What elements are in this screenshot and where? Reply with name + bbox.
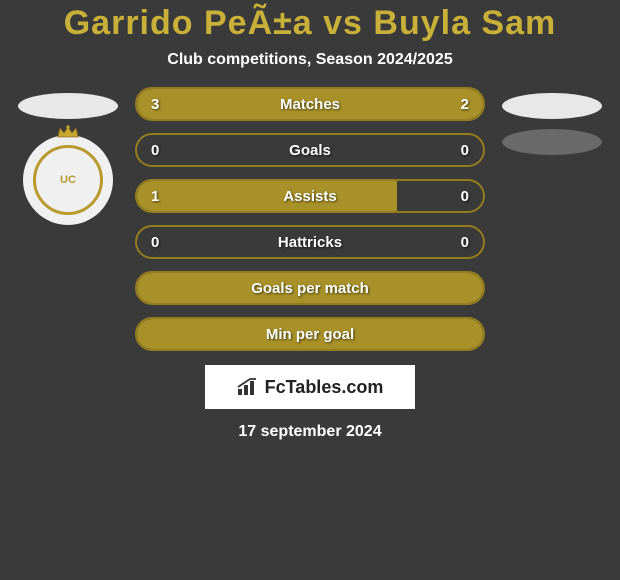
- chart-icon: [237, 378, 259, 396]
- comparison-infographic: Garrido PeÃ±a vs Buyla Sam Club competit…: [0, 0, 620, 441]
- stat-bar: 32Matches: [135, 87, 485, 121]
- club-badge-ring: UC: [33, 145, 103, 215]
- club-badge: UC: [23, 135, 113, 225]
- stat-label: Matches: [137, 89, 483, 119]
- club-badge-letters: UC: [60, 174, 76, 186]
- club-badge-placeholder: [502, 129, 602, 155]
- crown-icon: [56, 125, 80, 139]
- stat-bars: 32Matches 00Goals 10Assists 00Hattricks Goal…: [135, 87, 485, 351]
- stat-label: Goals per match: [137, 273, 483, 303]
- stat-bar: Min per goal: [135, 317, 485, 351]
- stat-label: Hattricks: [137, 227, 483, 257]
- stat-label: Assists: [137, 181, 483, 211]
- subtitle: Club competitions, Season 2024/2025: [0, 51, 620, 69]
- page-title: Garrido PeÃ±a vs Buyla Sam: [0, 4, 620, 43]
- left-player-col: UC: [13, 87, 123, 225]
- stat-bar: Goals per match: [135, 271, 485, 305]
- stat-label: Goals: [137, 135, 483, 165]
- player-photo-placeholder: [18, 93, 118, 119]
- stat-bar: 00Goals: [135, 133, 485, 167]
- stat-bar: 00Hattricks: [135, 225, 485, 259]
- stat-label: Min per goal: [137, 319, 483, 349]
- right-player-col: [497, 87, 607, 155]
- date-line: 17 september 2024: [0, 423, 620, 441]
- player-photo-placeholder: [502, 93, 602, 119]
- main-row: UC 32Matches 00Goals 10Assists 00Hattricks G…: [0, 87, 620, 351]
- source-logo-text: FcTables.com: [265, 377, 384, 398]
- stat-bar: 10Assists: [135, 179, 485, 213]
- source-logo: FcTables.com: [205, 365, 415, 409]
